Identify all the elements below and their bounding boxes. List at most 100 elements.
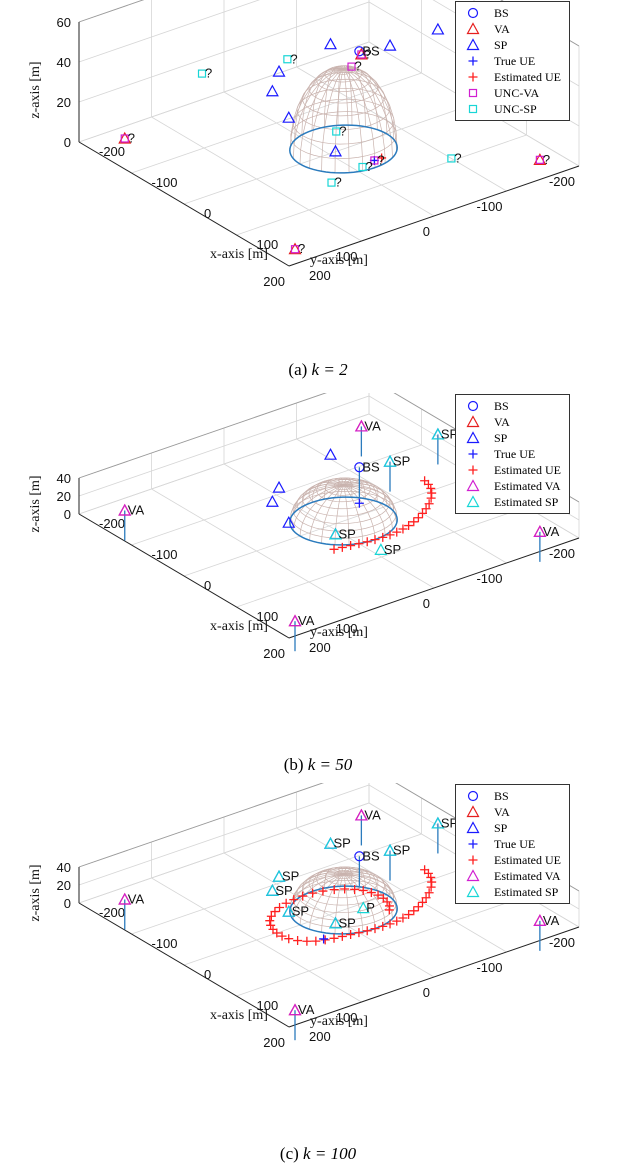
legend-marker — [466, 495, 480, 508]
grid-line — [151, 877, 362, 1003]
estimated-ue-marker — [385, 919, 395, 929]
tick-labels: -200 -100 0 100 200 -200 -100 0 100 200 0 20 40 — [57, 471, 575, 661]
estsp-marker — [323, 836, 338, 849]
y-tick-label: 0 — [423, 596, 430, 611]
legend-marker — [466, 805, 480, 818]
estimated-ue-marker — [418, 508, 427, 518]
dome-longitude — [343, 484, 364, 543]
z-tick-label: 20 — [57, 95, 71, 110]
dome-longitude — [289, 68, 344, 153]
legend-swatch — [466, 415, 480, 428]
dome-mesh — [289, 65, 398, 174]
legend-entry: VA — [460, 414, 561, 430]
point-label: VA — [128, 892, 145, 907]
estimated-ue-marker — [329, 544, 339, 554]
dome-longitude — [343, 873, 364, 932]
estimated-ue-marker — [409, 906, 419, 916]
dome-longitude — [290, 873, 344, 908]
legend-marker — [468, 104, 478, 114]
y-axis-label: y-axis [m] — [310, 1014, 368, 1029]
estimated-ue-marker — [281, 898, 291, 908]
dome-longitude — [343, 481, 388, 507]
dome-longitude — [334, 68, 344, 173]
point-label: VA — [298, 613, 315, 628]
estsp-marker — [383, 843, 397, 856]
estimated-ue-marker — [413, 902, 423, 912]
axis-lines — [78, 478, 580, 639]
estimated-ue-marker — [398, 524, 408, 534]
caption-math: k = 50 — [307, 755, 353, 774]
estimated-ue-marker — [308, 888, 318, 898]
dome-longitude — [343, 479, 378, 502]
y-tick-label: 200 — [263, 274, 285, 289]
legend-swatch — [466, 22, 480, 35]
estimated-ue-marker — [289, 895, 299, 905]
estimated-ue-marker — [424, 499, 434, 509]
legend-marker — [468, 449, 478, 459]
estva-marker — [533, 914, 547, 926]
point-label: ? — [128, 131, 135, 146]
sp-marker — [272, 480, 286, 493]
dome-longitude — [292, 484, 344, 531]
point-label: SP — [339, 526, 356, 541]
estimated-ue-marker — [426, 483, 436, 493]
estimated-ue-marker — [378, 921, 388, 931]
legend-swatch — [468, 839, 478, 849]
legend-swatch — [467, 400, 479, 412]
estimated-ue-marker — [421, 893, 431, 903]
point-label: VA — [543, 913, 560, 928]
sp-marker — [282, 515, 296, 528]
dome-longitude — [343, 867, 366, 888]
dome-longitude — [323, 867, 344, 889]
dome-longitude — [343, 68, 350, 173]
legend-label: VA — [494, 21, 510, 36]
legend-label: SP — [494, 430, 508, 445]
point-label: VA — [298, 1002, 315, 1017]
legend-label: Estimated VA — [494, 868, 561, 883]
dome-base-ring — [289, 124, 398, 174]
legend-entry: BS — [460, 5, 561, 21]
legend-marker — [468, 839, 478, 849]
legend-marker — [467, 790, 479, 802]
point-label: ? — [205, 66, 212, 81]
grid-line — [151, 488, 362, 614]
estimated-ue-marker — [354, 928, 364, 938]
point-label: ? — [454, 150, 461, 165]
dome-longitude — [309, 484, 344, 541]
legend-marker — [466, 821, 480, 834]
legend-marker — [468, 465, 478, 475]
point-label: SP — [292, 904, 309, 919]
dome-longitude — [301, 871, 344, 896]
y-axis-label: y-axis [m] — [310, 253, 368, 268]
caption-label: (b) — [283, 755, 304, 774]
data-points — [118, 419, 547, 627]
legend-swatch — [466, 869, 480, 882]
y-tick-label: 200 — [263, 646, 285, 661]
legend-swatch — [468, 104, 478, 114]
point-label: ? — [366, 159, 373, 174]
legend-entry: BS — [460, 398, 561, 414]
legend-marker — [468, 72, 478, 82]
estva-marker — [118, 892, 132, 905]
estimated-ue-marker — [413, 513, 423, 523]
legend-entry: Estimated UE — [460, 462, 561, 478]
chart-panel-b: -200 -100 0 100 200 -200 -100 0 100 200 0 20 40 y-axi… — [0, 393, 636, 783]
point-label: VA — [364, 418, 381, 433]
point-label: VA — [543, 524, 560, 539]
legend-marker — [466, 869, 480, 882]
data-points — [118, 22, 547, 255]
y-axis-line — [78, 513, 290, 639]
y-tick-label: 200 — [263, 1035, 285, 1050]
legend-swatch — [466, 479, 480, 492]
z-tick-label: 0 — [64, 135, 71, 150]
estsp-marker — [374, 543, 388, 555]
estimated-ue-marker — [426, 882, 436, 892]
z-tick-label: 40 — [57, 471, 71, 486]
y-axis-label: y-axis [m] — [310, 625, 368, 640]
point-label: ? — [377, 152, 384, 167]
va-marker — [118, 131, 132, 144]
legend-marker — [468, 855, 478, 865]
estimated-ue-marker — [266, 911, 276, 921]
point-label: ? — [543, 152, 550, 167]
